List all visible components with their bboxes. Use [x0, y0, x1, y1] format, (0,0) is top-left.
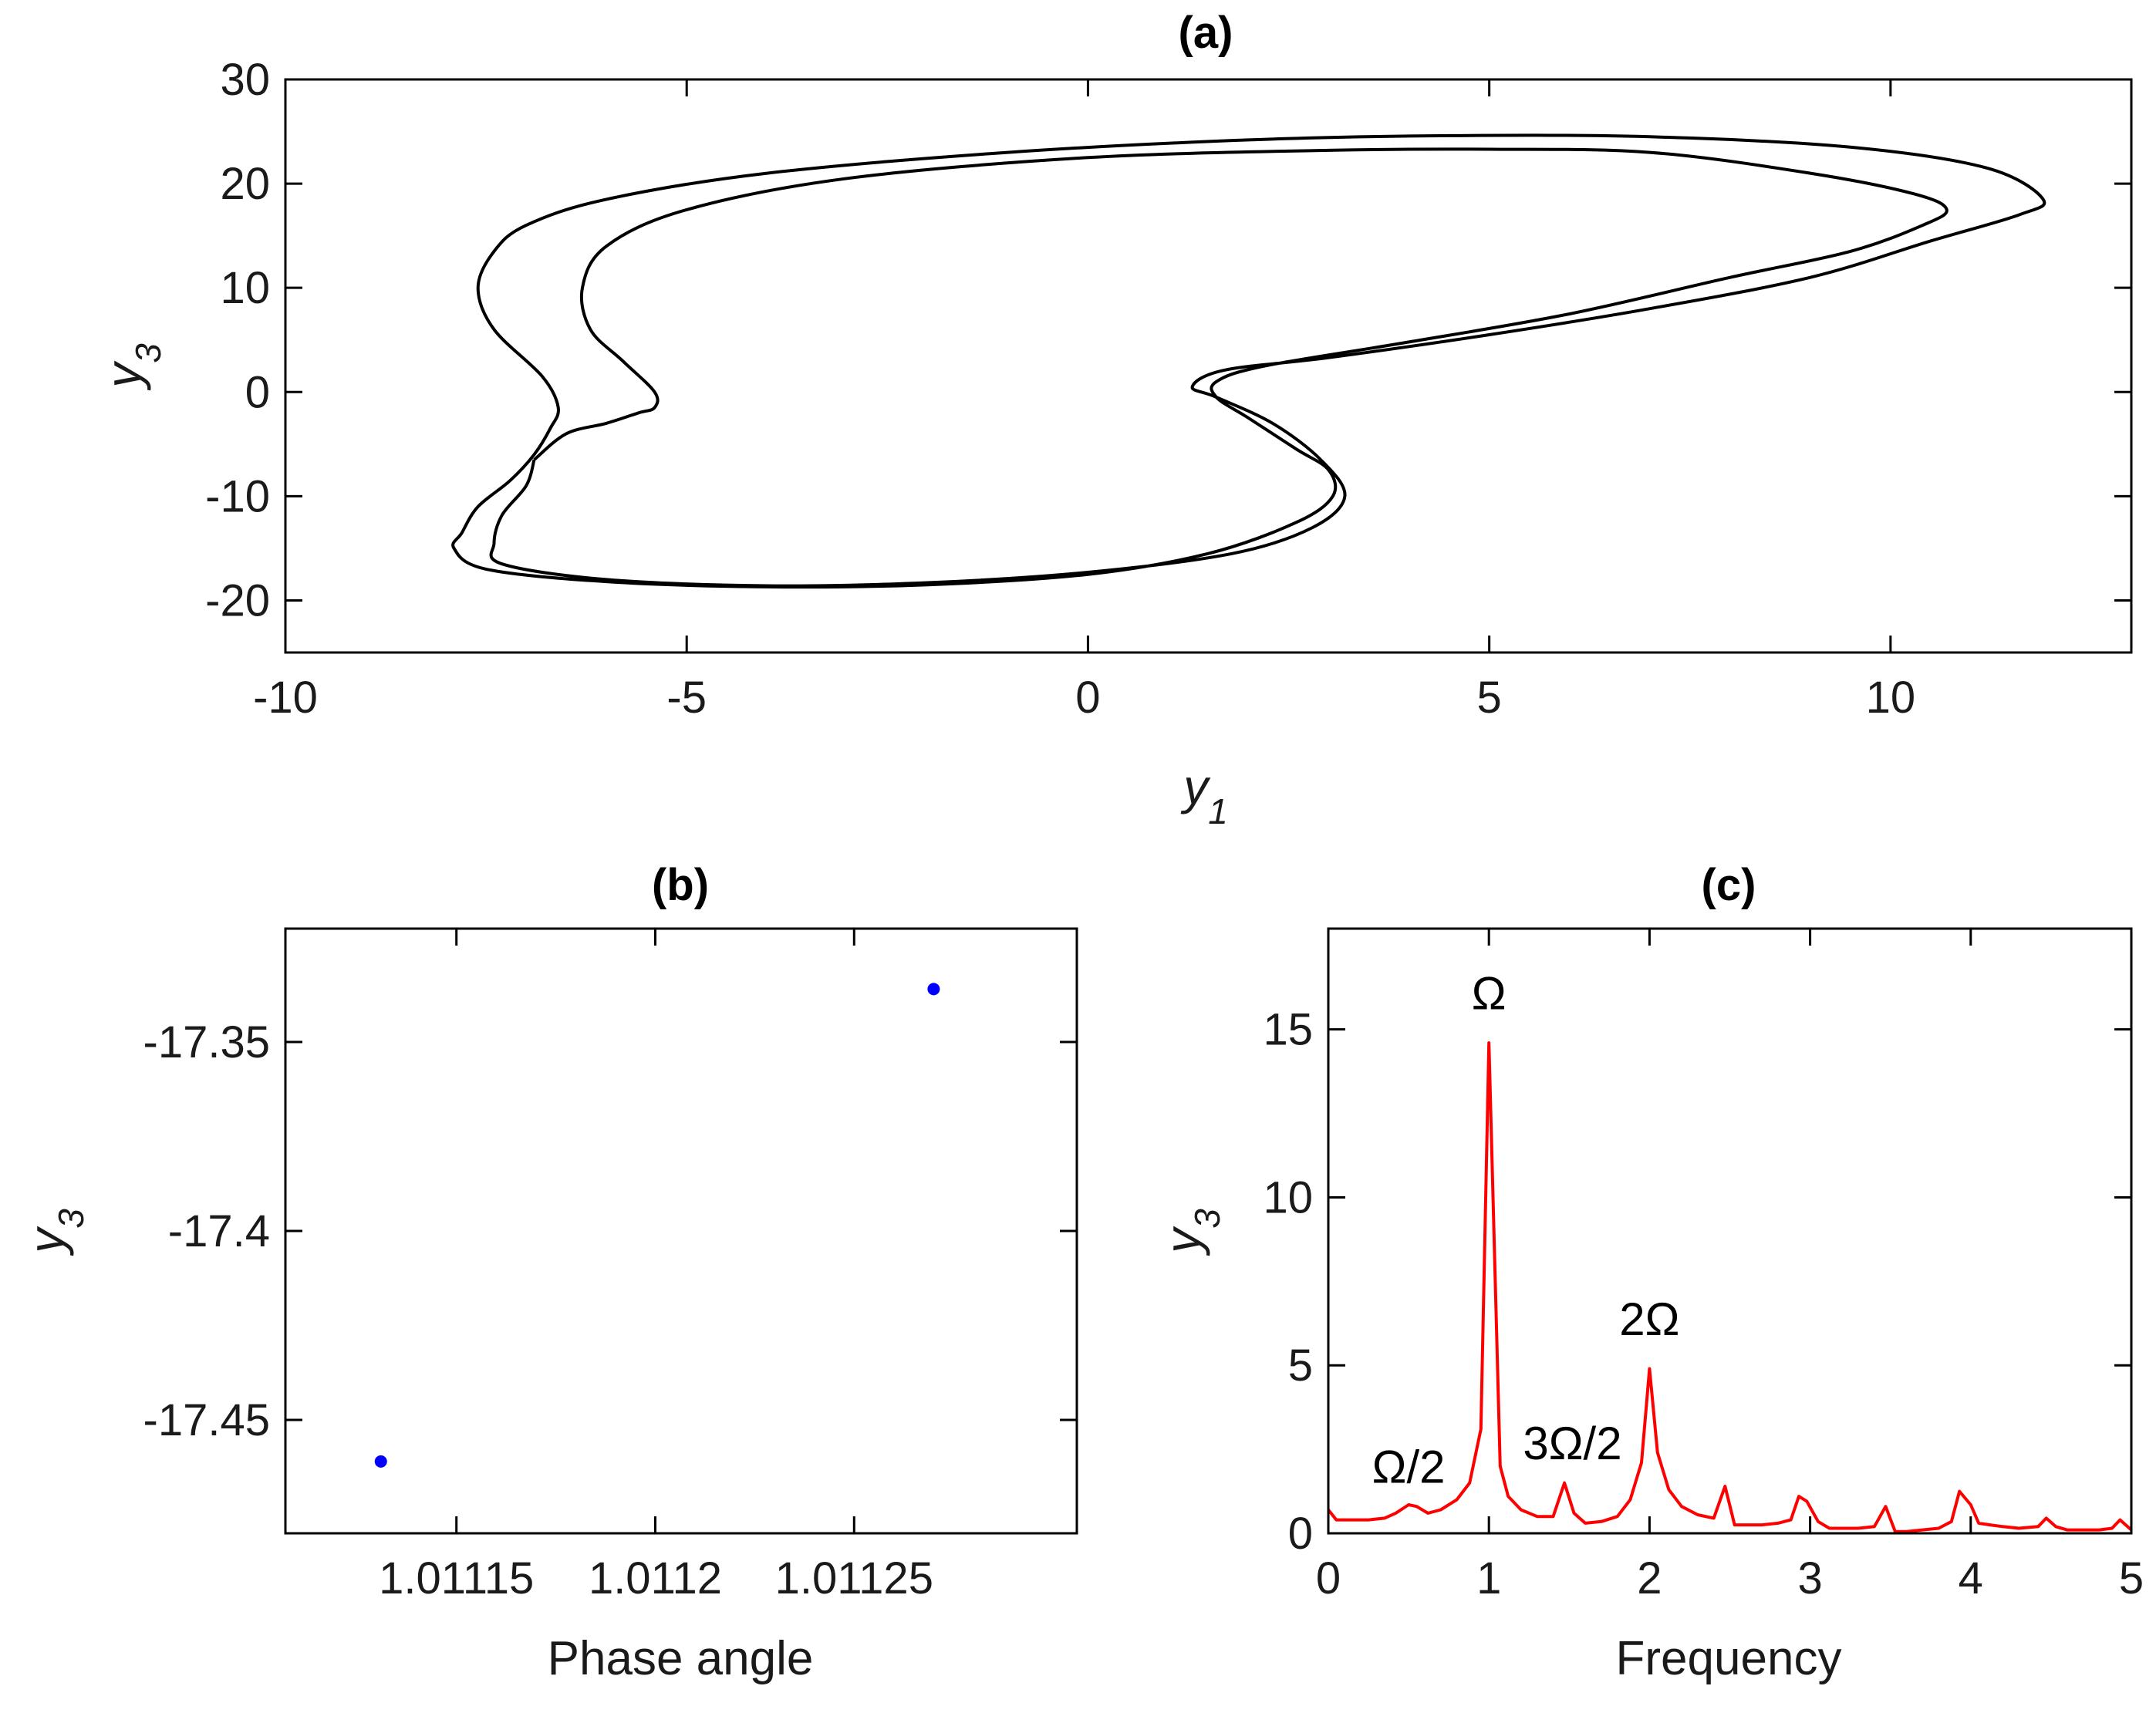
- panel-b-axes-box: [284, 927, 1078, 1535]
- panel-c-xtick-label: 2: [1637, 1553, 1662, 1603]
- panel-c-ytick-label: 10: [1263, 1172, 1313, 1222]
- panel-a-xlabel-sub: 1: [1208, 791, 1228, 831]
- panel-c-xtick-label: 0: [1316, 1553, 1341, 1603]
- panel-a-ylabel-sub: 3: [128, 343, 168, 363]
- panel-b-point: [927, 983, 940, 996]
- panel-c-ticks: 0 1 2 3 4 5 0 5 10 15: [1263, 929, 2144, 1603]
- panel-a-ylabel-base: y: [96, 360, 151, 391]
- panel-b: (b) 1.01115 1.0112 1.01125 -17.45 -17.4 -17.3…: [19, 860, 1078, 1685]
- panel-b-title: (b): [652, 860, 709, 910]
- panel-c-annotation: Ω: [1472, 968, 1507, 1020]
- panel-a-ytick-label: 30: [220, 55, 270, 105]
- panel-c-axes-box: [1327, 927, 2133, 1535]
- panel-a-ytick-label: -10: [205, 471, 270, 521]
- panel-c-ytick-label: 5: [1288, 1340, 1313, 1391]
- panel-a-xtick-label: 10: [1866, 673, 1916, 723]
- panel-c-ylabel: y3: [1155, 1209, 1227, 1256]
- panel-c-title: (c): [1702, 860, 1756, 910]
- panel-a-ytick-label: 20: [220, 159, 270, 209]
- panel-a-ytick-label: 0: [245, 367, 270, 417]
- panel-b-ylabel: y3: [19, 1209, 91, 1256]
- panel-a-xlabel-base: y: [1180, 759, 1211, 814]
- panel-a-ytick-label: 10: [220, 263, 270, 313]
- panel-a-axes-box: [284, 78, 2133, 654]
- panel-b-ticks: 1.01115 1.0112 1.01125 -17.45 -17.4 -17.35: [143, 929, 1077, 1603]
- panel-c-xtick-label: 5: [2119, 1553, 2144, 1603]
- panel-b-ytick-label: -17.35: [143, 1017, 270, 1067]
- panel-b-xtick-label: 1.0112: [589, 1553, 722, 1603]
- panel-c-annotation: 2Ω: [1619, 1293, 1679, 1345]
- panel-a-title: (a): [1179, 8, 1233, 58]
- panel-c-ylabel-sub: 3: [1187, 1209, 1227, 1229]
- panel-a-xtick-label: -5: [666, 673, 707, 723]
- panel-b-xlabel: Phase angle: [548, 1632, 814, 1685]
- panel-a-ytick-label: -20: [205, 575, 270, 626]
- panel-b-points: [374, 983, 940, 1468]
- panel-c-annotation: Ω/2: [1372, 1442, 1446, 1493]
- panel-c-annotation: 3Ω/2: [1523, 1418, 1621, 1469]
- panel-c-ytick-label: 15: [1263, 1005, 1313, 1055]
- panel-c-xtick-label: 1: [1476, 1553, 1501, 1603]
- panel-c-xtick-label: 4: [1959, 1553, 1983, 1603]
- panel-c-xlabel: Frequency: [1616, 1632, 1842, 1685]
- panel-a-xtick-label: -10: [253, 673, 318, 723]
- panel-b-xtick-label: 1.01125: [775, 1553, 933, 1603]
- panel-a-orbit-line: [451, 133, 2046, 589]
- panel-a-xlabel: y1: [1180, 759, 1228, 831]
- panel-b-ytick-label: -17.4: [168, 1206, 270, 1256]
- panel-b-ylabel-base: y: [19, 1226, 74, 1256]
- panel-c-ylabel-base: y: [1155, 1226, 1210, 1256]
- panel-a-ylabel: y3: [96, 343, 168, 391]
- panel-a-xtick-label: 5: [1477, 673, 1502, 723]
- panel-a-xtick-label: 0: [1075, 673, 1100, 723]
- panel-b-ylabel-sub: 3: [51, 1209, 91, 1229]
- panel-a-ticks: -10 -5 0 5 10 -20 -10 0 10 20 30: [205, 55, 2131, 723]
- panel-c-spectrum-line: [1327, 1041, 2133, 1533]
- panel-b-xtick-label: 1.01115: [379, 1553, 534, 1603]
- panel-c-annotations: Ω 2Ω Ω/2 3Ω/2: [1372, 968, 1680, 1493]
- panel-c-xtick-label: 3: [1797, 1553, 1822, 1603]
- panel-c-ytick-label: 0: [1288, 1509, 1313, 1559]
- panel-b-point: [374, 1455, 387, 1468]
- panel-b-ytick-label: -17.45: [143, 1395, 270, 1445]
